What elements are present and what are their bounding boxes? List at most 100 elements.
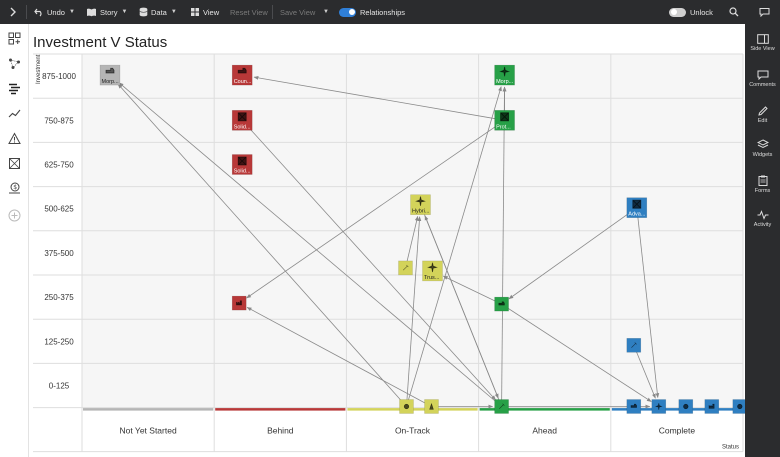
tools-icon [402,264,409,271]
relationships-switch[interactable] [339,7,356,17]
gear-icon [403,403,410,410]
item-marker-b1[interactable]: Coun... [231,64,253,86]
book-icon [87,8,96,17]
search-icon[interactable] [729,0,739,24]
item-marker-c6[interactable] [704,399,720,414]
view-button[interactable]: View [190,0,219,24]
x-axis-tick-label: Behind [267,426,294,436]
truck-icon [237,67,247,74]
data-button[interactable]: Data ▼ [139,0,177,24]
boxes-icon [500,112,510,122]
add-circle-icon[interactable] [7,208,22,223]
item-marker-box [99,64,121,86]
plane-icon [655,403,663,410]
item-marker-a3[interactable] [494,296,509,312]
item-marker-box [231,64,253,86]
save-view-button[interactable]: Save View [280,0,315,24]
money-icon[interactable]: $ [7,181,22,196]
y-axis-tick-label: 750-875 [44,116,74,125]
truck-icon [498,301,505,306]
left-rail: $ [0,24,29,457]
x-axis-tick-label: Ahead [532,426,557,436]
undo-icon [34,8,42,17]
item-marker-a2[interactable]: Prot... [494,110,515,131]
scatter-chart: 875-1000 750-875 625-750 500-625 375-500 250-… [33,53,745,453]
item-marker-c7[interactable] [732,399,745,414]
story-label: Story [100,7,118,17]
undo-button[interactable]: Undo ▼ [34,0,75,24]
item-marker-a4[interactable] [494,399,509,414]
list-view-icon[interactable] [7,81,22,96]
chat-icon[interactable] [759,0,770,24]
y-axis-tick-label: 375-500 [44,249,74,258]
item-marker-n1[interactable]: Morp... [99,64,121,86]
chart-panel: Investment V Status 875-1000 750-875 625-7… [29,24,745,457]
item-label: Solid... [234,124,251,130]
truck-icon [105,67,115,74]
widgets-button[interactable]: Widgets [745,139,780,158]
chart-title: Investment V Status [33,34,168,51]
data-label: Data [151,7,167,17]
status-bar-behind [215,408,346,411]
relationship-arrow [118,82,502,407]
item-marker-o5[interactable] [424,399,439,414]
relationship-graph-icon[interactable] [7,56,22,71]
edit-button[interactable]: Edit [745,106,780,124]
unlock-switch[interactable] [669,7,686,17]
undo-caret-icon[interactable]: ▼ [68,9,75,15]
relationship-arrow [241,120,496,401]
unlock-toggle[interactable]: Unlock [669,0,713,24]
relationships-toggle[interactable]: Relationships [339,0,405,24]
item-label: Hybri... [412,209,430,215]
side-view-button[interactable]: Side View [745,34,780,52]
expand-sidebar-chevron-icon[interactable] [9,0,17,24]
data-caret-icon[interactable]: ▼ [170,9,177,15]
top-toolbar: Undo ▼ Story ▼ Data ▼ View Reset View Sa… [0,0,780,24]
item-marker-c4[interactable] [651,399,667,414]
item-marker-c1[interactable]: Adva... [626,197,648,218]
item-label: Coun... [234,79,252,85]
story-button[interactable]: Story ▼ [86,0,127,24]
save-view-caret-icon[interactable]: ▼ [323,9,329,15]
layers-icon [756,139,769,149]
story-caret-icon[interactable]: ▼ [121,9,128,15]
relationship-arrow [405,215,419,268]
item-label: Solid... [234,169,251,175]
item-label: Trus... [424,275,440,281]
relationship-arrow [246,307,432,407]
add-widget-icon[interactable] [7,31,22,46]
item-marker-o2[interactable] [398,260,413,276]
item-marker-b3[interactable]: Solid... [231,154,253,175]
item-label: Morp... [102,79,120,85]
item-marker-b2[interactable]: Solid... [231,110,253,131]
grid-view-icon [191,8,199,16]
boxes-icon [632,199,642,209]
reset-view-label: Reset View [230,7,268,17]
widgets-label: Widgets [752,152,773,158]
toolbar-divider [26,5,27,19]
clipboard-icon [758,175,767,186]
item-marker-o1[interactable]: Hybri... [410,194,431,215]
relationship-arrow [253,75,505,121]
reset-view-button[interactable]: Reset View [230,0,268,24]
item-marker-c2[interactable] [626,337,642,353]
x-axis-tick-label: Not Yet Started [120,426,177,436]
item-marker-o4[interactable] [399,399,414,414]
forms-button[interactable]: Forms [745,175,780,194]
plane-icon [427,262,438,273]
x-axis-tick-label: Complete [659,426,696,436]
forms-label: Forms [754,188,771,194]
warning-icon[interactable] [7,131,22,146]
item-marker-c5[interactable] [678,399,694,414]
status-bar-ahead [479,408,610,411]
trend-icon[interactable] [7,106,22,121]
item-marker-o3[interactable]: Trus... [422,260,443,282]
comments-button[interactable]: Comments [745,70,780,88]
item-marker-a1[interactable]: Morp... [494,64,515,86]
item-marker-c3[interactable] [626,399,642,414]
undo-label: Undo [47,7,65,17]
box-icon[interactable] [7,156,22,171]
y-axis-tick-label: 125-250 [44,337,74,346]
activity-button[interactable]: Activity [745,210,780,228]
item-marker-b4[interactable] [231,295,247,311]
